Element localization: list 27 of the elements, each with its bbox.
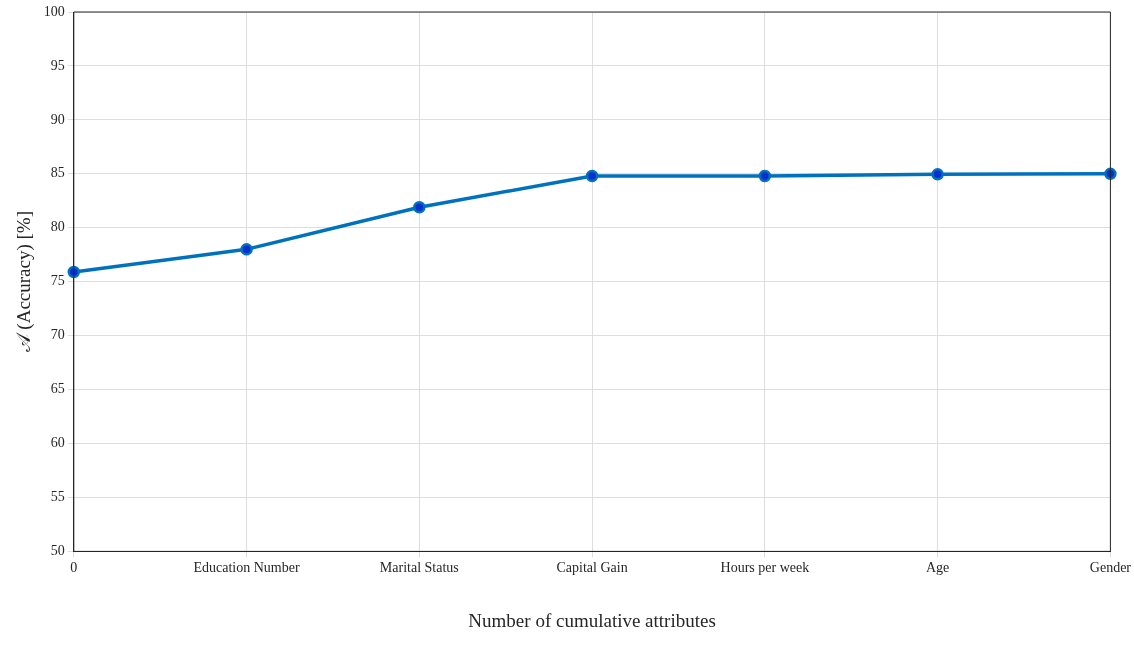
point (67, 265, 81, 279)
y-tick-label: 90 (50, 111, 65, 127)
x-tick-label: Education Number (193, 560, 300, 576)
y-tick-label: 85 (50, 165, 65, 181)
point (758, 169, 772, 183)
point (931, 168, 944, 181)
y-tick-label: 65 (50, 381, 65, 397)
x-tick-label: 0 (70, 560, 78, 576)
y-tick-label: 75 (50, 273, 65, 289)
x-tick-label: Hours per week (720, 560, 810, 576)
y-tick-label: 80 (50, 219, 65, 235)
point (413, 201, 426, 214)
y-tick-label: 70 (50, 327, 65, 343)
point (585, 169, 599, 183)
x-tick-label: Capital Gain (556, 560, 628, 576)
y-tick-label: 60 (50, 435, 65, 451)
y-tick-label: 50 (50, 543, 65, 559)
y-axis-title: 𝒜 (Accuracy) [%] (13, 210, 36, 353)
x-tick-label: Gender (1089, 560, 1132, 576)
x-tick-label: Age (925, 560, 950, 576)
point (1104, 167, 1117, 181)
x-tick-label: Marital Status (379, 560, 459, 576)
y-tick-label: 100 (43, 3, 65, 19)
y-tick-label: 95 (50, 57, 65, 73)
y-tick-label: 55 (50, 489, 65, 505)
x-axis-title: Number of cumulative attributes (468, 609, 716, 631)
point (240, 243, 253, 256)
